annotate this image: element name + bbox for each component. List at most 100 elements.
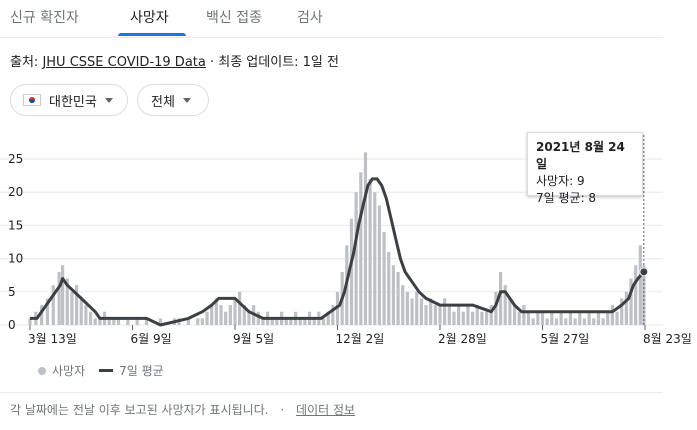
country-dropdown[interactable]: 대한민국 [10,84,128,116]
x-tick-label: 3월 13일 [28,332,77,346]
death-bar [601,318,605,325]
death-bar [550,311,554,325]
death-bar [498,271,503,325]
death-bar [238,291,242,325]
seven-day-average-line [30,177,645,327]
death-bar [205,311,209,325]
death-bar [512,305,517,325]
death-bar [186,318,191,325]
y-tick-label: 20 [8,185,23,199]
death-bar [354,192,358,325]
death-bar [429,298,433,325]
y-tick-label: 10 [8,252,23,266]
chart-legend: 사망자 7일 평균 [38,362,164,379]
death-bar [84,305,88,325]
death-bar [51,285,55,325]
hover-point [639,267,649,277]
death-bar [517,311,521,325]
death-bar [540,311,545,325]
death-bar [526,311,531,325]
active-tab-indicator [118,33,186,36]
death-bar [582,318,587,325]
death-bar [638,245,642,325]
tab-deaths[interactable]: 사망자 [130,10,169,26]
tab-vaccinations[interactable]: 백신 접종 [206,10,262,26]
death-bar [568,311,573,325]
death-bar [275,318,279,325]
death-bar [116,318,121,325]
death-bar [158,318,163,325]
death-bar [377,205,382,325]
tooltip-deaths: 사망자: 9 [536,174,585,188]
tab-new-cases[interactable]: 신규 확진자 [10,10,79,26]
death-bar [554,318,559,325]
death-bar [88,311,93,325]
data-info-link[interactable]: 데이터 정보 [296,403,356,417]
death-bar [415,291,419,325]
death-bar [368,178,372,325]
death-bar [475,305,479,325]
death-bar [349,218,354,325]
chevron-down-icon [104,97,113,103]
death-bar [144,318,149,325]
region-label: 전체 [151,94,175,110]
death-bar [508,298,512,325]
death-bar [284,318,288,325]
y-axis-ticks: 0 5 10 15 20 25 [8,152,23,332]
death-bar [126,318,130,325]
death-bar [247,311,251,325]
death-bar [224,311,228,325]
tab-tests[interactable]: 검사 [297,10,323,26]
death-bar [457,305,461,325]
death-bar [396,271,400,325]
death-bar [419,298,423,325]
average-legend-marker [99,369,114,372]
death-bar [210,305,214,325]
source-link[interactable]: JHU CSSE COVID-19 Data [42,55,206,70]
death-bar [40,305,44,325]
death-bar [200,318,204,325]
deaths-chart: 0 5 10 15 20 25 3월 13일 6월 9일 9월 5일 12월 2일 2월 28일 5… [0,135,692,346]
tooltip-date: 2021년 8월 24일 [536,140,625,171]
x-tick-label: 9월 5일 [233,332,274,346]
death-bar [98,318,102,325]
source-suffix: · 최종 업데이트: 1일 전 [205,55,339,70]
death-bar [471,311,475,325]
death-bar [545,318,549,325]
y-tick-label: 25 [8,152,23,166]
death-bar [233,298,237,325]
death-bar [610,305,614,325]
death-bar [228,305,232,325]
death-bar [433,305,437,325]
footer-note: 각 날짜에는 전날 이후 보고된 사망자가 표시됩니다. · 데이터 정보 [10,401,355,418]
death-bar [573,318,577,325]
chevron-down-icon [182,97,191,103]
death-bar [45,298,50,325]
x-tick-label: 8월 23일 [643,332,692,346]
death-bar [405,291,409,325]
death-bar [615,311,619,325]
death-bar [578,311,582,325]
death-bar [363,152,368,325]
death-bar [461,311,465,325]
x-tick-label: 6월 9일 [131,332,172,346]
footer-text: 각 날짜에는 전날 이후 보고된 사망자가 표시됩니다. [10,403,269,417]
source-prefix: 출처: [10,55,43,70]
death-bar [536,311,540,325]
death-bar [331,305,335,325]
death-bar [410,298,414,325]
death-bar [135,318,139,325]
tab-bar: 신규 확진자 사망자 백신 접종 검사 [0,0,663,38]
death-bar [93,318,97,325]
x-tick-label: 5월 27일 [541,332,590,346]
footer-divider [0,392,663,393]
death-bar [270,318,274,325]
death-bar [564,318,568,325]
death-bar [326,311,330,325]
region-dropdown[interactable]: 전체 [137,84,209,116]
death-bar [28,318,32,325]
x-axis-ticks: 3월 13일 6월 9일 9월 5일 12월 2일 2월 28일 5월 27일 8월 23일 [28,325,692,346]
death-bar [61,265,65,325]
death-bar [484,311,489,325]
death-bar [559,311,563,325]
